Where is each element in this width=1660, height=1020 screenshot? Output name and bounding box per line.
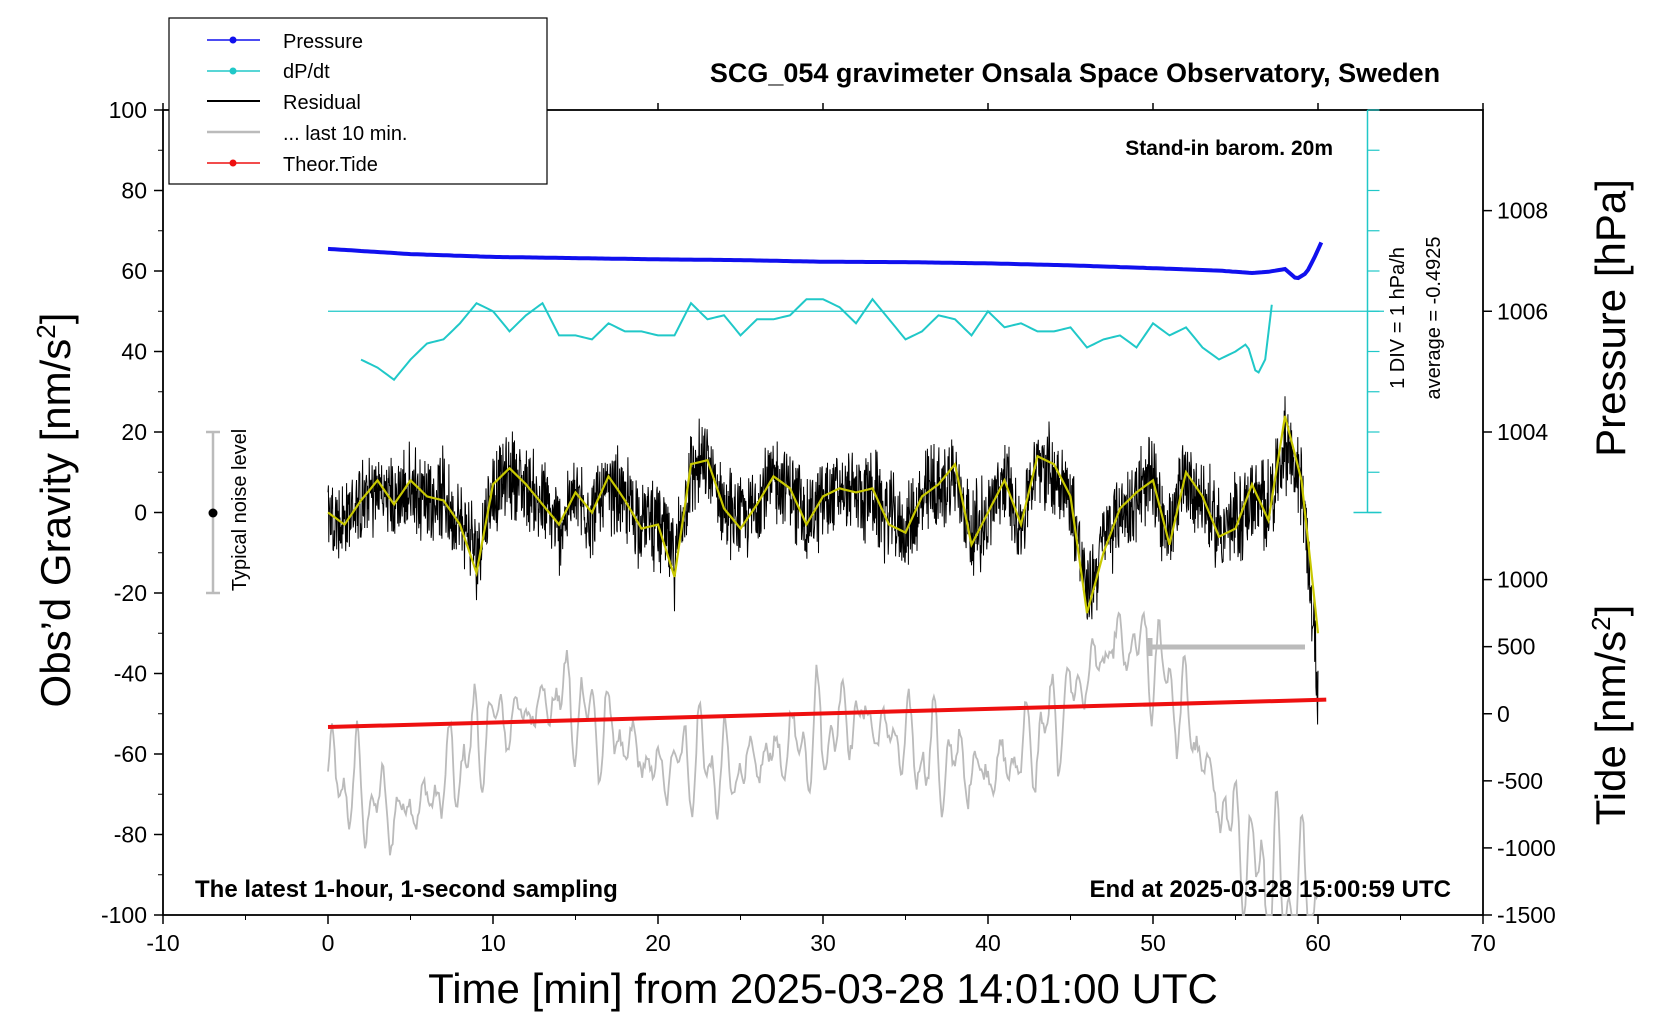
y-tick-label: 0 [134,500,147,526]
y-axis-label-tide-main: Tide [nm/s [1587,631,1634,826]
legend: Pressure dP/dt Residual ... last 10 min.… [168,17,548,185]
x-tick-label: 50 [1140,930,1166,956]
x-tick-label: 30 [810,930,836,956]
annotation-end-at: End at 2025-03-28 15:00:59 UTC [1090,876,1452,903]
tide-tick-label: 500 [1497,634,1535,660]
noise-level-bar [206,430,220,595]
y-axis-label-gravity-end: ] [32,313,79,325]
y-tick-label: -100 [101,902,147,928]
legend-residual: Residual [207,92,361,114]
x-tick-label: 10 [480,930,506,956]
x-tick-label: 40 [975,930,1001,956]
legend-label-dpdt: dP/dt [283,61,330,83]
x-tick-label: 60 [1305,930,1331,956]
tide-tick-label: -500 [1497,768,1543,794]
tide-tick-label: -1500 [1497,902,1556,928]
y-axis-label-gravity-main: Obs’d Gravity [nm/s [32,339,79,708]
chart-title: SCG_054 gravimeter Onsala Space Observat… [710,58,1440,88]
series-pressure [327,241,1324,281]
x-tick-label: 0 [322,930,335,956]
y-tick-label: -60 [114,741,147,767]
last-10-min-marker [1147,638,1305,656]
pressure-tick-label: 1008 [1497,198,1548,224]
y-axis-label-gravity: Obs’d Gravity [nm/s2] [31,313,79,708]
series-last-10-min [327,610,1319,916]
y-tick-label: 60 [121,258,147,284]
x-tick-label: -10 [146,930,179,956]
pressure-tick-label: 1006 [1497,298,1548,324]
y-tick-label: 20 [121,419,147,445]
series-dpdt [360,297,1273,382]
legend-last10: ... last 10 min. [207,123,408,145]
legend-label-last10: ... last 10 min. [283,123,408,145]
y-tick-label: -20 [114,580,147,606]
tide-tick-label: 0 [1497,701,1510,727]
legend-tide: Theor.Tide [207,154,378,176]
series-residual [327,396,1319,725]
annotation-standin: Stand-in barom. 20m [1125,137,1333,160]
annotation-div: 1 DIV = 1 hPa/h [1387,247,1409,389]
x-tick-label: 70 [1470,930,1496,956]
y-axis-label-tide: Tide [nm/s2] [1586,605,1634,826]
y-axis-label-pressure: Pressure [hPa] [1587,179,1634,457]
y-tick-label: 80 [121,178,147,204]
annotation-latest: The latest 1-hour, 1-second sampling [195,876,618,903]
x-tick-label: 20 [645,930,671,956]
x-axis-label: Time [min] from 2025-03-28 14:01:00 UTC [428,965,1218,1012]
y-tick-label: -80 [114,822,147,848]
y-axis-label-gravity-sup: 2 [31,324,61,338]
legend-label-pressure: Pressure [283,31,363,53]
tide-tick-label: 1000 [1497,567,1548,593]
legend-label-residual: Residual [283,92,361,114]
tide-tick-label: -1000 [1497,835,1556,861]
pressure-tick-label: 1004 [1497,419,1548,445]
annotation-average: average = -0.4925 [1423,237,1445,400]
y-tick-label: 100 [109,97,147,123]
series-theor-tide [327,697,1327,730]
legend-label-tide: Theor.Tide [283,154,378,176]
y-tick-label: -40 [114,661,147,687]
y-axis-label-tide-sup: 2 [1586,616,1616,630]
series-residual-smooth [327,415,1320,634]
y-tick-label: 40 [121,339,147,365]
annotation-noise: Typical noise level [229,429,251,591]
legend-dpdt: dP/dt [207,61,330,83]
legend-pressure: Pressure [207,31,363,53]
y-axis-label-tide-end: ] [1587,605,1634,617]
